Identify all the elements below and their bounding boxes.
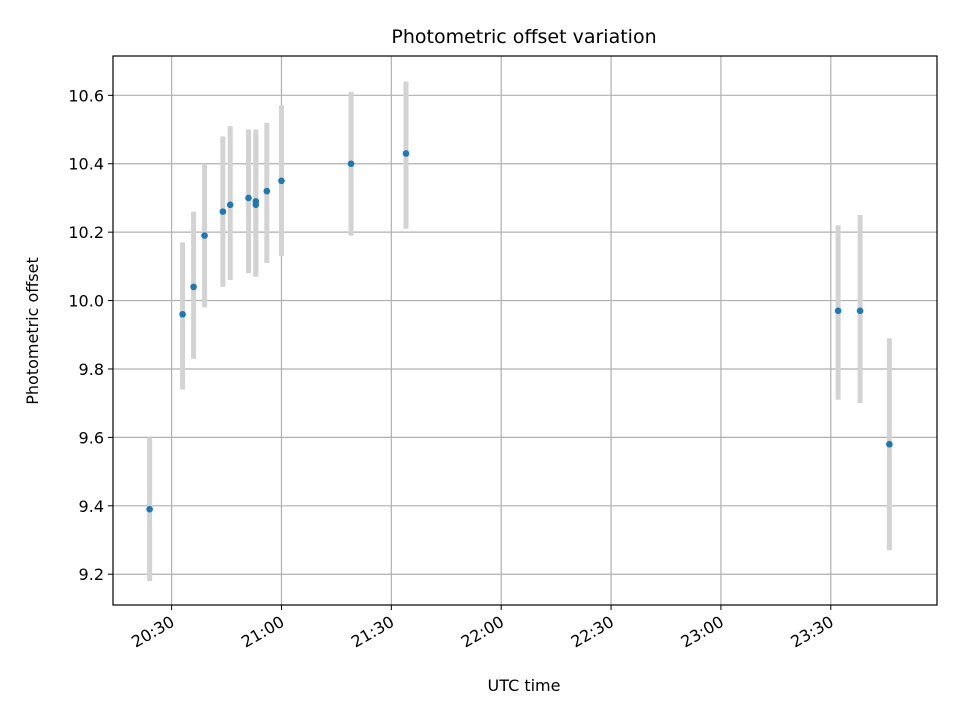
y-tick-label: 10.6 [68,86,104,105]
data-point [886,440,893,448]
data-point [201,232,208,239]
y-tick-label: 9.2 [79,565,104,584]
y-tick-label: 9.4 [79,497,104,516]
y-ticks: 9.2 9.4 9.6 9.8 10.0 10.2 10.4 10.6 [68,86,113,584]
data-point [347,160,355,168]
y-tick-label: 10.2 [68,223,104,242]
data-point [245,194,252,202]
data-point [834,307,842,315]
data-point [179,310,186,318]
data-points [146,150,893,513]
data-point [146,505,153,513]
data-point [252,201,260,209]
data-point [263,187,271,195]
data-point [219,208,227,215]
data-point [402,150,410,157]
plot-frame [112,55,938,606]
data-point [278,177,285,185]
x-axis-label: UTC time [488,676,561,695]
data-point [856,307,864,315]
data-point [226,201,234,209]
grid [113,56,937,605]
y-tick-label: 9.8 [79,360,104,379]
y-tick-label: 10.0 [68,292,104,311]
y-tick-label: 10.4 [68,155,104,174]
chart-title: Photometric offset variation [391,26,656,48]
data-point [190,283,197,291]
y-tick-label: 9.6 [79,428,104,447]
y-axis-label: Photometric offset [23,257,42,405]
